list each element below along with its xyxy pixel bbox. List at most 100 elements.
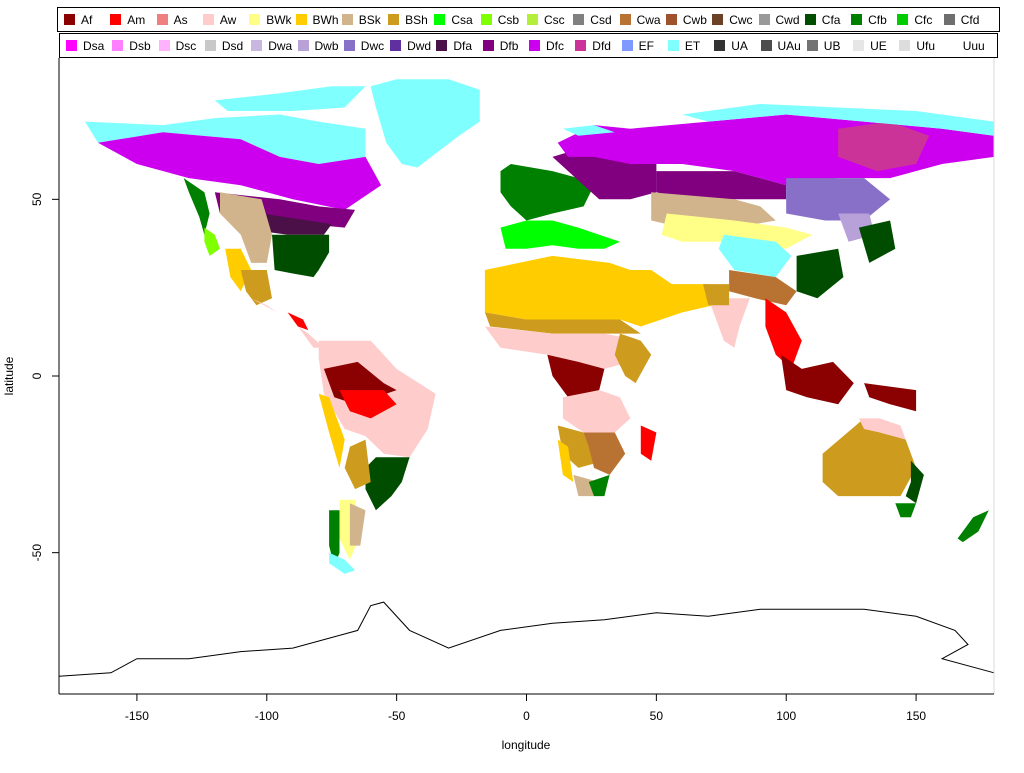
legend-label: BSk [358,12,381,27]
legend-label: Dsc [175,38,197,53]
legend-swatch [943,14,955,25]
legend-item-ub: UB [806,34,840,57]
legend-label: Dwd [407,38,432,53]
legend-item-dsd: Dsd [204,34,244,57]
climate-region-bwh [557,439,574,482]
climate-region-bsk [349,503,366,546]
climate-region-cfb [329,510,340,567]
legend-swatch [249,14,261,25]
legend-label: Uuu [962,38,985,53]
climate-region-bsh [822,418,917,497]
legend-label: Dwc [360,38,385,53]
legend-label: Dfa [453,38,473,53]
legend-label: As [173,12,188,27]
y-tick-label: 0 [30,372,44,379]
x-tick-label: -150 [125,709,149,723]
legend-label: Dfd [592,38,611,53]
legend-swatch [436,40,448,51]
climate-region-cfa [365,457,410,511]
legend-item-csd: Csd [573,8,612,31]
climate-region-af [547,354,605,398]
legend-swatch [575,40,587,51]
legend-swatch [341,14,353,25]
legend-label: Cfb [868,12,887,27]
legend-item-as: As [156,8,188,31]
legend-item-dfd: Dfd [575,34,611,57]
legend-item-csb: Csb [480,8,520,31]
legend-label: Dfb [499,38,519,53]
legend-label: Cwd [775,12,800,27]
legend-label: ET [684,38,701,53]
climate-region-et [682,103,994,136]
climate-region-dfc [98,132,382,210]
legend-swatch [758,14,770,25]
climate-region-am [765,298,802,369]
legend-item-cwd: Cwd [758,8,800,31]
legend-swatch [621,40,633,51]
climate-region-cfb [957,510,989,543]
legend-swatch [390,40,402,51]
climate-region-et [329,552,356,574]
legend-label: Csd [590,12,612,27]
legend-label: BSh [405,12,428,27]
climate-region-bsh [240,270,272,306]
climate-region-bwk [661,213,813,249]
legend-item-dwa: Dwa [251,34,292,57]
legend-swatch [434,14,446,25]
climate-region-et [718,234,792,278]
climate-region-aw [562,390,631,433]
legend-item-ua: UA [714,34,748,57]
legend-item-bwk: BWk [249,8,292,31]
climate-region-cfa [796,248,844,299]
climate-region-cfb [183,178,210,235]
y-axis-ticks: -50 0 50 [30,192,59,561]
climate-region-dfb [656,171,787,200]
climate-region-bwh [318,393,345,468]
legend-swatch [529,40,540,51]
legend-label: Cfc [914,12,933,27]
legend-label: Af [81,12,93,27]
climate-region-csb [204,227,220,256]
legend-label: UA [731,38,748,53]
legend-label: Dsb [129,38,151,53]
legend-item-aw: Aw [202,8,236,31]
climate-region-cfa [905,460,924,504]
x-tick-label: 0 [523,709,530,723]
legend-item-dsc: Dsc [158,34,197,57]
legend-label: Cfa [821,12,841,27]
x-tick-label: 100 [776,709,796,723]
x-tick-label: 150 [906,709,926,723]
legend-swatch [760,40,772,51]
climate-region-et [562,125,615,136]
climate-region-dfa [261,213,332,235]
x-tick-label: -100 [255,709,279,723]
legend-row-2: Dsa Dsb Dsc Dsd Dwa Dwb Dwc Dwd Dfa Dfb Dfc Dfd EF ET… [59,33,998,58]
legend-item-am: Am [110,8,145,31]
antarctica-coastline [58,601,995,677]
legend-item-csa: Csa [434,8,473,31]
legend-swatch [251,40,263,51]
legend-swatch [64,14,75,25]
climate-region-cfb [895,503,917,518]
legend-swatch [665,14,677,25]
legend-label: Dwa [268,38,293,53]
legend-item-dwc: Dwc [343,34,385,57]
legend-item-uau: UAu [760,34,801,57]
legend-label: UE [870,38,887,53]
legend-label: Csc [544,12,565,27]
legend-swatch [804,14,816,25]
legend-label: Dsd [221,38,244,53]
legend-label: Csb [497,12,520,27]
climate-region-dwc [786,178,891,221]
climate-region-bsh [344,439,371,490]
legend-item-cfd: Cfd [943,8,979,31]
climate-region-am [287,312,309,331]
legend-swatch [156,14,168,25]
climate-region-af [781,354,854,405]
climate-region-dfd [838,121,930,172]
legend-item-bwh: BWh [295,8,339,31]
legend-item-cwa: Cwa [619,8,661,31]
legend-swatch [66,40,77,51]
legend-swatch [482,40,494,51]
